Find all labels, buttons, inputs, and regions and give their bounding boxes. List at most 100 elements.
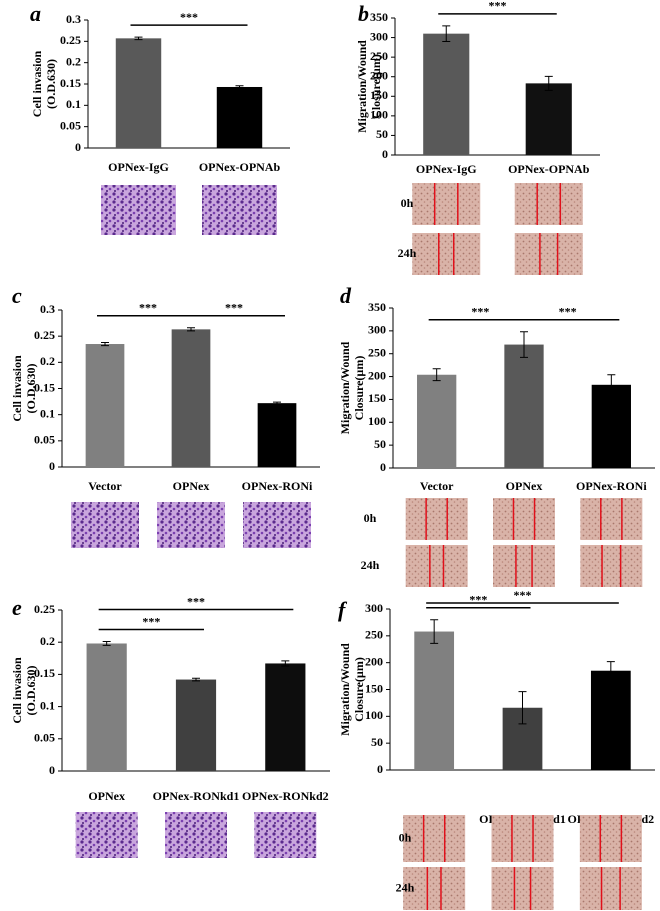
error-bar xyxy=(544,75,553,91)
wound-image xyxy=(491,867,554,910)
time-label: 0h xyxy=(399,830,412,844)
y-tick-label: 350 xyxy=(368,300,386,314)
wound-image xyxy=(580,498,643,540)
y-tick-label: 0.05 xyxy=(34,731,55,745)
error-bar xyxy=(430,619,439,644)
error-bar xyxy=(432,368,441,382)
wound-image xyxy=(491,815,554,862)
x-tick-label: OPNex-RONi xyxy=(576,479,647,493)
bar xyxy=(216,86,263,148)
significance-label: *** xyxy=(471,305,489,319)
x-tick-label: OPNex-RONi xyxy=(242,479,313,493)
invasion-image xyxy=(71,502,139,548)
y-tick-label: 150 xyxy=(365,681,383,695)
error-bar xyxy=(273,401,281,405)
bar xyxy=(265,663,306,771)
y-tick-label: 200 xyxy=(365,654,383,668)
bar xyxy=(85,344,125,467)
y-axis-label: Closure(µm) xyxy=(352,657,366,722)
bar xyxy=(423,33,470,155)
y-axis-label: Cell invasion xyxy=(10,355,24,422)
wound-image xyxy=(493,545,555,587)
bar xyxy=(414,631,455,770)
time-label: 0h xyxy=(401,196,414,210)
x-tick-label: Vector xyxy=(420,479,454,493)
y-tick-label: 300 xyxy=(370,29,388,43)
error-bar xyxy=(192,677,200,682)
error-bar xyxy=(442,25,451,42)
y-axis-label: Migration/Wound xyxy=(355,40,369,133)
y-tick-label: 200 xyxy=(370,68,388,82)
y-axis-label: Cell invasion xyxy=(30,51,44,118)
x-tick-label: OPNex xyxy=(88,789,125,803)
y-tick-label: 0.05 xyxy=(60,118,81,132)
bar xyxy=(175,679,217,771)
y-axis-label: Migration/Wound xyxy=(338,643,352,736)
y-tick-label: 100 xyxy=(365,708,383,722)
wound-image xyxy=(412,183,481,225)
time-label: 24h xyxy=(398,246,417,260)
panel-letter: e xyxy=(12,595,22,620)
invasion-image xyxy=(243,502,311,548)
wound-image xyxy=(514,233,583,275)
time-label: 24h xyxy=(361,558,380,572)
panel-letter: a xyxy=(30,1,41,26)
invasion-image xyxy=(202,185,277,235)
significance-label: *** xyxy=(469,592,487,606)
y-tick-label: 0.25 xyxy=(60,33,81,47)
y-tick-label: 0.05 xyxy=(34,433,55,447)
y-tick-label: 250 xyxy=(365,628,383,642)
y-tick-label: 250 xyxy=(368,345,386,359)
wound-image xyxy=(579,867,642,910)
y-tick-label: 0.2 xyxy=(40,354,55,368)
error-bar xyxy=(520,331,528,358)
bar xyxy=(86,643,127,771)
x-tick-label: OPNex xyxy=(173,479,210,493)
y-axis-label: (O.D.630) xyxy=(24,364,38,414)
panel-letter: b xyxy=(358,1,369,26)
y-tick-label: 50 xyxy=(371,735,383,749)
y-tick-label: 200 xyxy=(368,368,386,382)
significance-label: *** xyxy=(514,588,532,602)
y-tick-label: 0.3 xyxy=(66,12,81,26)
x-tick-label: OPNex-OPNAb xyxy=(508,162,590,176)
panel-letter: f xyxy=(338,597,348,622)
bar xyxy=(115,38,162,149)
x-tick-label: OPNex-OPNAb xyxy=(199,160,281,174)
bar xyxy=(171,329,211,467)
y-tick-label: 0 xyxy=(377,762,383,776)
x-tick-label: OPNex-RONkd2 xyxy=(242,789,329,803)
y-tick-label: 0 xyxy=(49,763,55,777)
wound-image xyxy=(514,183,583,225)
x-tick-label: OPNex-IgG xyxy=(416,162,477,176)
significance-label: *** xyxy=(187,594,205,608)
y-tick-label: 300 xyxy=(365,601,383,615)
invasion-image xyxy=(75,812,138,858)
bar xyxy=(591,384,631,468)
invasion-image xyxy=(254,812,317,858)
error-bar xyxy=(102,641,111,646)
y-tick-label: 0.15 xyxy=(34,380,55,394)
y-axis-label: Closure(µm) xyxy=(369,54,383,119)
x-tick-label: OPNex xyxy=(506,479,543,493)
bar xyxy=(417,374,457,468)
significance-label: *** xyxy=(559,305,577,319)
error-bar xyxy=(606,661,615,681)
error-bar xyxy=(101,341,109,347)
y-tick-label: 50 xyxy=(376,127,388,141)
y-tick-label: 0.1 xyxy=(40,698,55,712)
error-bar xyxy=(187,327,195,332)
wound-image xyxy=(580,545,643,587)
y-tick-label: 0.3 xyxy=(40,302,55,316)
panel-letter: d xyxy=(340,283,352,308)
y-tick-label: 0 xyxy=(75,140,81,154)
significance-label: *** xyxy=(180,10,198,24)
wound-image xyxy=(403,815,466,862)
y-tick-label: 0 xyxy=(382,147,388,161)
bar xyxy=(590,670,631,770)
y-tick-label: 350 xyxy=(370,10,388,24)
y-axis-label: Closure(µm) xyxy=(352,356,366,421)
wound-image xyxy=(403,867,466,910)
y-tick-label: 250 xyxy=(370,49,388,63)
